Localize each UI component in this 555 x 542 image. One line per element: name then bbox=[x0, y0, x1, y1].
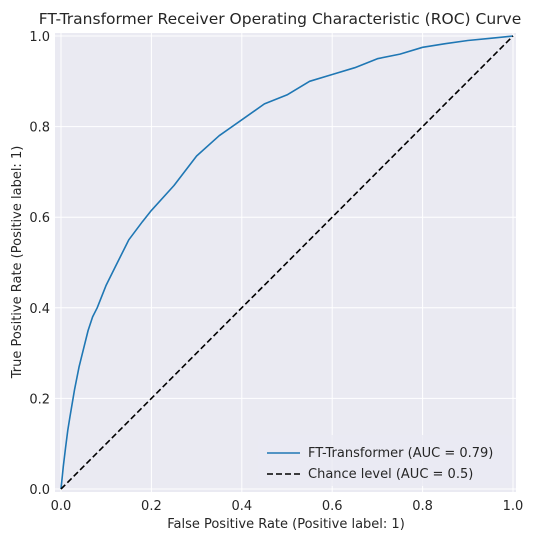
legend-box bbox=[258, 435, 512, 486]
y-axis-ticks: 0.0 0.2 0.4 0.6 0.8 1.0 bbox=[29, 30, 50, 498]
chance-level-line bbox=[60, 35, 514, 490]
x-tick-label: 0.2 bbox=[141, 499, 162, 514]
y-tick-label: 0.0 bbox=[29, 483, 50, 498]
x-axis-ticks: 0.0 0.2 0.4 0.6 0.8 1.0 bbox=[51, 499, 524, 514]
y-tick-label: 0.6 bbox=[29, 211, 50, 226]
y-tick-label: 0.2 bbox=[29, 392, 50, 407]
x-tick-label: 1.0 bbox=[503, 499, 524, 514]
x-tick-label: 0.4 bbox=[231, 499, 252, 514]
x-tick-label: 0.0 bbox=[51, 499, 72, 514]
legend-label-ft-transformer: FT-Transformer (AUC = 0.79) bbox=[308, 446, 493, 461]
x-axis-label: False Positive Rate (Positive label: 1) bbox=[167, 517, 405, 532]
y-tick-label: 0.8 bbox=[29, 121, 50, 136]
y-tick-label: 1.0 bbox=[29, 30, 50, 45]
grid bbox=[55, 33, 516, 492]
x-tick-label: 0.6 bbox=[322, 499, 343, 514]
plot-area bbox=[55, 33, 516, 492]
x-tick-label: 0.8 bbox=[412, 499, 433, 514]
chart-title: FT-Transformer Receiver Operating Charac… bbox=[39, 10, 521, 28]
legend-label-chance-level: Chance level (AUC = 0.5) bbox=[308, 467, 473, 482]
legend: FT-Transformer (AUC = 0.79) Chance level… bbox=[258, 435, 512, 486]
roc-curve-line bbox=[60, 35, 514, 490]
y-tick-label: 0.4 bbox=[29, 302, 50, 317]
series-layer bbox=[60, 35, 514, 490]
y-axis-label: True Positive Rate (Positive label: 1) bbox=[10, 146, 25, 380]
